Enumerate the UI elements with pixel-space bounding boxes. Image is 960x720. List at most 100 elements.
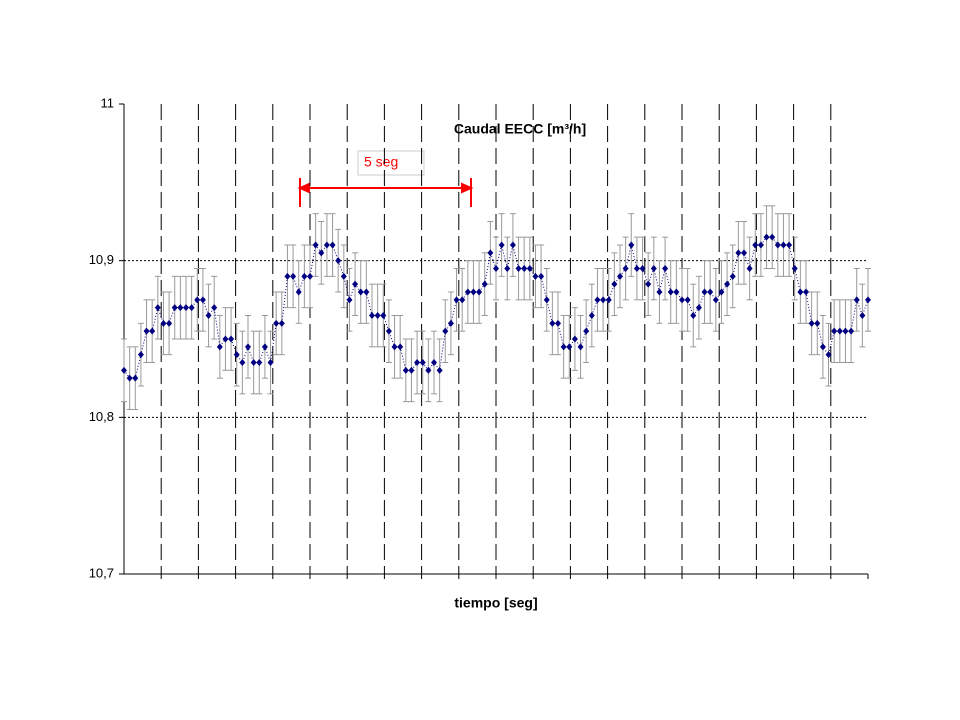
data-point — [464, 288, 471, 296]
data-point — [323, 241, 330, 249]
data-point — [256, 359, 263, 366]
data-point — [735, 249, 742, 257]
data-point — [622, 265, 629, 272]
data-point — [137, 351, 144, 359]
annotation-text: 5 seg — [364, 154, 398, 170]
data-point — [594, 296, 601, 304]
data-point — [239, 359, 246, 366]
data-point — [216, 343, 223, 351]
data-point — [797, 288, 804, 296]
data-point — [859, 312, 866, 319]
data-point — [447, 319, 454, 327]
data-point — [757, 241, 764, 249]
data-point — [476, 288, 483, 296]
data-point — [205, 312, 212, 319]
data-point — [571, 335, 578, 343]
data-point — [132, 374, 139, 382]
data-point — [786, 241, 793, 249]
data-point — [701, 288, 708, 296]
data-point — [836, 327, 843, 335]
data-point — [825, 351, 832, 359]
annotation-arrow — [297, 178, 474, 207]
data-point — [712, 296, 719, 304]
data-point — [340, 272, 347, 280]
data-point — [149, 327, 156, 335]
data-point — [560, 343, 567, 351]
data-point — [543, 296, 550, 304]
data-point — [633, 265, 640, 272]
data-point — [414, 359, 421, 366]
data-point — [290, 272, 297, 280]
data-point — [853, 296, 860, 304]
data-point — [690, 312, 697, 319]
data-point — [600, 296, 607, 304]
data-point — [154, 304, 161, 312]
data-point — [329, 241, 336, 249]
data-point — [307, 272, 313, 280]
data-point — [481, 280, 488, 288]
data-point — [374, 312, 381, 319]
data-point — [803, 288, 809, 296]
data-point — [312, 241, 319, 249]
data-point — [808, 319, 815, 327]
data-point — [442, 327, 449, 335]
data-point — [656, 288, 663, 296]
data-point — [391, 343, 398, 351]
data-point — [718, 288, 725, 296]
x-axis-label: tiempo [seg] — [454, 595, 537, 611]
data-point — [763, 233, 770, 241]
data-point — [335, 257, 342, 265]
data-point — [769, 233, 776, 241]
data-point — [126, 374, 133, 382]
data-point — [211, 304, 218, 312]
data-point — [459, 296, 466, 304]
data-point — [814, 319, 821, 327]
data-point — [267, 359, 274, 366]
data-point — [346, 296, 353, 304]
data-point — [774, 241, 781, 249]
data-point — [617, 272, 623, 280]
data-point — [498, 241, 505, 249]
data-point — [667, 288, 674, 296]
data-point — [752, 241, 759, 249]
data-point — [301, 272, 308, 280]
data-point — [171, 304, 178, 312]
data-point — [160, 319, 167, 327]
data-point — [121, 366, 127, 374]
data-point — [385, 327, 392, 335]
data-point — [250, 359, 257, 366]
data-point — [425, 366, 432, 374]
data-point — [628, 241, 635, 249]
chart-title: Caudal EECC [m³/h] — [454, 121, 586, 137]
data-point — [848, 327, 855, 335]
data-point — [261, 343, 268, 351]
data-point — [583, 327, 590, 335]
data-point — [284, 272, 291, 280]
y-tick-label: 11 — [101, 95, 115, 110]
data-point — [684, 296, 691, 304]
data-point — [295, 288, 302, 296]
data-point — [611, 280, 618, 288]
data-point — [650, 265, 657, 272]
data-point — [233, 351, 240, 359]
data-point — [746, 265, 753, 272]
data-point — [566, 343, 573, 351]
data-point — [729, 272, 736, 280]
data-point — [509, 241, 516, 249]
data-point — [521, 265, 528, 272]
data-point — [402, 366, 409, 374]
data-point — [166, 319, 173, 327]
annotation-box — [357, 150, 425, 176]
data-point — [470, 288, 477, 296]
data-point — [143, 327, 150, 335]
data-point — [673, 288, 680, 296]
data-point — [352, 280, 359, 288]
data-point — [819, 343, 826, 351]
data-point — [865, 296, 871, 304]
data-point — [549, 319, 556, 327]
data-point — [436, 366, 443, 374]
data-point — [639, 265, 646, 272]
data-point — [493, 265, 499, 272]
data-point — [431, 359, 437, 366]
